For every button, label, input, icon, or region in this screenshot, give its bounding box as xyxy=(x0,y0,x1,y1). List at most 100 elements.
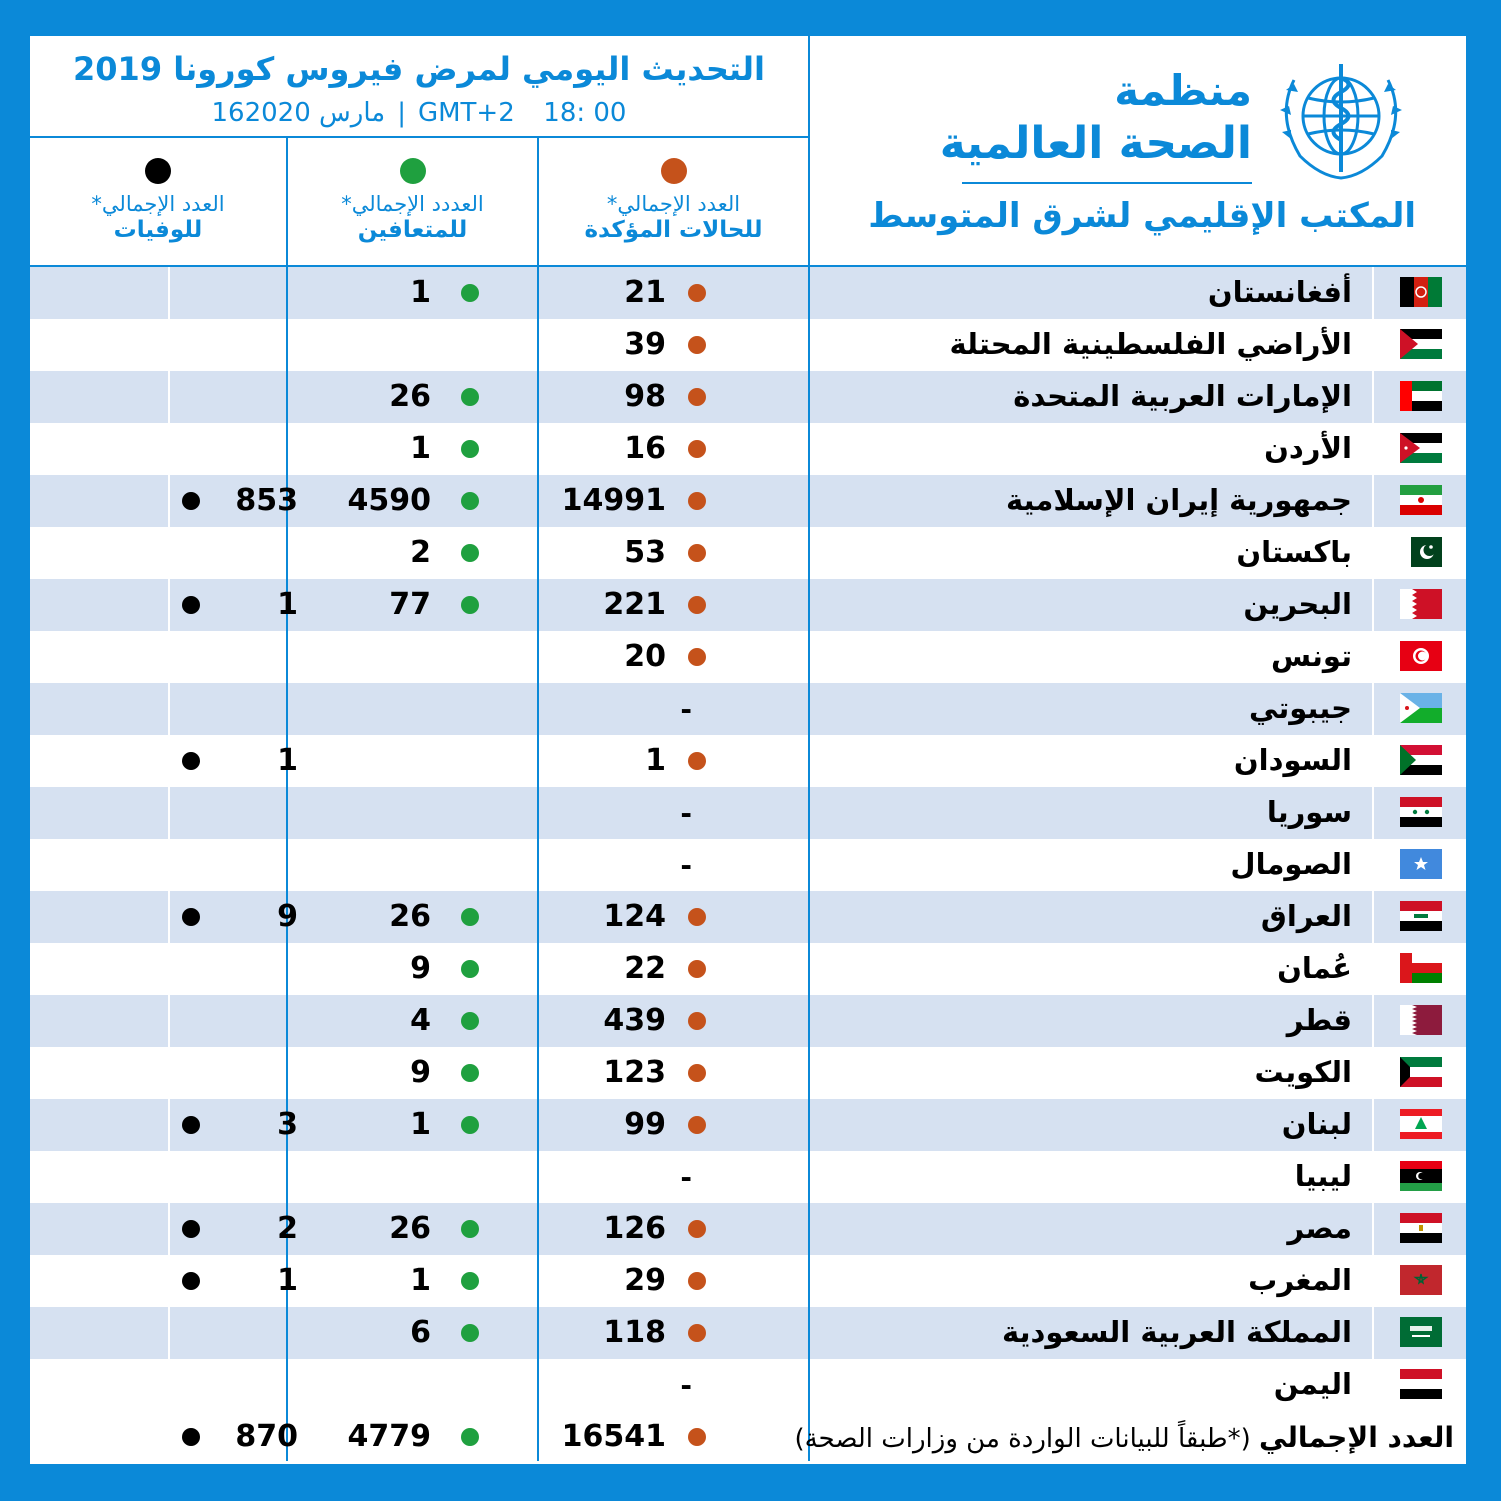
recovered-value: 1 xyxy=(410,1263,431,1298)
flag-cell xyxy=(1372,839,1466,891)
confirmed-cell: 14991 xyxy=(539,475,810,527)
confirmed-value: 14991 xyxy=(561,483,666,518)
somalia-flag-icon xyxy=(1400,849,1442,879)
confirmed-value: 98 xyxy=(624,379,666,414)
country-table: 1 2 1 أفغانستان 39 الأراضي الفلسطينية المحتلة… xyxy=(30,267,1466,1461)
deaths-cell: 853 xyxy=(170,475,298,527)
deaths-cell xyxy=(170,943,288,995)
deaths-spacer-cell xyxy=(30,1411,170,1461)
country-name: ليبيا xyxy=(1294,1159,1352,1193)
confirmed-value: 16 xyxy=(624,431,666,466)
country-name: الأراضي الفلسطينية المحتلة xyxy=(949,327,1352,361)
table-row: 2 26 126 مصر xyxy=(30,1203,1466,1255)
djibouti-flag-icon xyxy=(1400,693,1442,723)
flag-cell xyxy=(1372,1047,1466,1099)
covid-update-card: التحديث اليومي لمرض فيروس كورونا 2019 16… xyxy=(30,36,1466,1464)
country-name: أفغانستان xyxy=(1207,275,1352,309)
country-name: المغرب xyxy=(1248,1263,1352,1297)
recovered-value: 6 xyxy=(410,1315,431,1350)
country-cell: قطر xyxy=(810,995,1372,1047)
update-timestamp: 16مارس 2020 | GMT+2 18: 00 xyxy=(30,98,808,128)
flag-cell xyxy=(1372,475,1466,527)
deaths-spacer-cell xyxy=(30,1099,170,1151)
deaths-dot xyxy=(182,752,200,770)
kuwait-flag-icon xyxy=(1400,1057,1442,1087)
table-row: 4 439 قطر xyxy=(30,995,1466,1047)
deaths-cell: 9 xyxy=(170,891,298,943)
total-confirmed-cell: 16541 xyxy=(539,1411,810,1461)
confirmed-cell: 439 xyxy=(539,995,810,1047)
flag-cell xyxy=(1372,1255,1466,1307)
confirmed-dot xyxy=(688,1116,706,1134)
recovered-value: 26 xyxy=(389,379,431,414)
table-row: 6 118 المملكة العربية السعودية xyxy=(30,1307,1466,1359)
deaths-value: 1 xyxy=(277,743,298,778)
confirmed-cell: 123 xyxy=(539,1047,810,1099)
table-row: 1 16 الأردن xyxy=(30,423,1466,475)
country-name: جيبوتي xyxy=(1249,691,1352,725)
country-name: عُمان xyxy=(1277,951,1352,985)
country-name: قطر xyxy=(1286,1003,1352,1037)
deaths-spacer-cell xyxy=(30,839,170,891)
country-cell: تونس xyxy=(810,631,1372,683)
flag-cell xyxy=(1372,683,1466,735)
deaths-cell xyxy=(170,839,288,891)
country-cell: سوريا xyxy=(810,787,1372,839)
confirmed-value: 221 xyxy=(603,587,666,622)
confirmed-cell: 1 xyxy=(539,735,810,787)
recovered-cell xyxy=(288,1151,539,1203)
country-name: المملكة العربية السعودية xyxy=(1002,1315,1352,1349)
recovered-cell xyxy=(288,735,539,787)
confirmed-cell: 53 xyxy=(539,527,810,579)
deaths-cell xyxy=(170,319,288,371)
country-name: العراق xyxy=(1260,899,1352,933)
recovered-value: 9 xyxy=(410,1055,431,1090)
deaths-cell: 2 xyxy=(170,1203,298,1255)
deaths-value: 2 xyxy=(277,1211,298,1246)
recovered-value: 26 xyxy=(389,1211,431,1246)
deaths-dot xyxy=(182,1220,200,1238)
libya-flag-icon xyxy=(1400,1161,1442,1191)
country-cell: الصومال xyxy=(810,839,1372,891)
who-logo-block: منظمة الصحة العالمية المكتب الإقليمي لشر… xyxy=(810,36,1466,266)
confirmed-cell: 39 xyxy=(539,319,810,371)
confirmed-dot xyxy=(688,440,706,458)
deaths-value: 1 xyxy=(277,587,298,622)
confirmed-value: 439 xyxy=(603,1003,666,1038)
country-cell: العراق xyxy=(810,891,1372,943)
confirmed-value: 99 xyxy=(624,1107,666,1142)
recovered-dot xyxy=(461,284,479,302)
country-cell: الأردن xyxy=(810,423,1372,475)
country-cell: جيبوتي xyxy=(810,683,1372,735)
confirmed-cell: 16 xyxy=(539,423,810,475)
table-row: 9 123 الكويت xyxy=(30,1047,1466,1099)
iran-flag-icon xyxy=(1400,485,1442,515)
morocco-flag-icon xyxy=(1400,1265,1442,1295)
deaths-dot xyxy=(182,1428,200,1446)
country-cell: اليمن xyxy=(810,1359,1372,1411)
recovered-cell xyxy=(288,683,539,735)
flag-cell xyxy=(1372,423,1466,475)
confirmed-value: 16541 xyxy=(561,1419,666,1454)
deaths-cell xyxy=(170,527,288,579)
recovered-dot xyxy=(461,1012,479,1030)
confirmed-dot xyxy=(688,1324,706,1342)
flag-cell xyxy=(1372,267,1466,319)
deaths-spacer-cell xyxy=(30,1359,170,1411)
deaths-cell xyxy=(170,371,288,423)
deaths-spacer-cell xyxy=(30,319,170,371)
deaths-cell: 1 xyxy=(170,1255,298,1307)
deaths-cell xyxy=(170,1359,288,1411)
deaths-value: 870 xyxy=(235,1419,298,1454)
table-row: 1 77 221 البحرين xyxy=(30,579,1466,631)
confirmed-value: 1 xyxy=(645,743,666,778)
flag-cell xyxy=(1372,891,1466,943)
deaths-spacer-cell xyxy=(30,1307,170,1359)
table-row: 1 1 29 المغرب xyxy=(30,1255,1466,1307)
deaths-spacer-cell xyxy=(30,631,170,683)
country-cell: المغرب xyxy=(810,1255,1372,1307)
recovered-cell xyxy=(288,1359,539,1411)
pakistan-flag-icon xyxy=(1400,537,1442,567)
recovered-value: 9 xyxy=(410,951,431,986)
flag-cell xyxy=(1372,943,1466,995)
